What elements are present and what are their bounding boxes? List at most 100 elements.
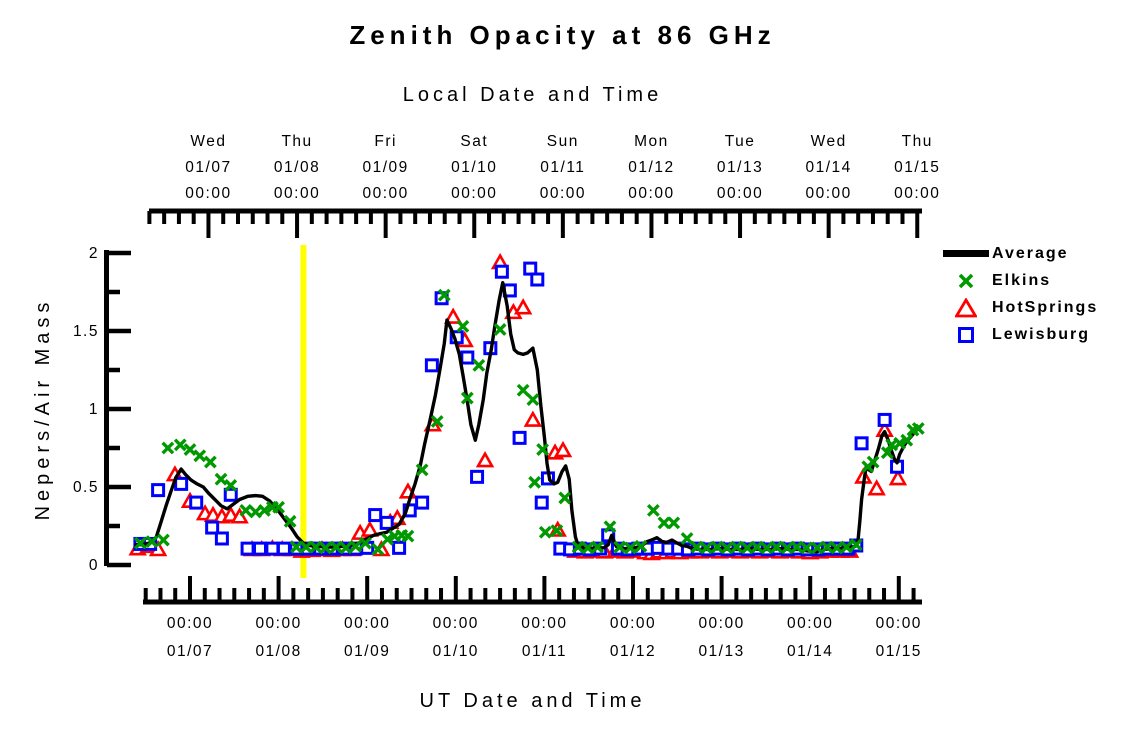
y-axis-minor-tick	[107, 445, 120, 451]
elkins-marker	[730, 540, 744, 554]
lewisburg-marker	[252, 541, 267, 556]
bottom-axis-ruler-minor-tick	[512, 588, 517, 602]
lewisburg-marker	[174, 476, 189, 491]
lewisburg-marker	[265, 541, 280, 556]
top-axis-ruler-minor-tick	[678, 211, 683, 224]
elkins-marker	[657, 516, 671, 530]
bottom-axis-ruler-major-tick	[542, 576, 547, 602]
top-axis-ruler-major-tick	[826, 211, 831, 238]
lewisburg-marker	[877, 412, 892, 427]
top-axis-ruler-major-tick	[206, 211, 211, 238]
elkins-marker	[849, 538, 863, 552]
top-axis-time-label: 00:00	[451, 185, 497, 202]
elkins-marker	[430, 415, 444, 428]
elkins-marker	[720, 541, 734, 555]
top-axis-ruler-minor-tick	[856, 211, 861, 224]
top-axis-ruler-minor-tick	[487, 211, 492, 224]
elkins-marker	[272, 500, 286, 514]
elkins-marker	[381, 532, 394, 546]
average-series-line	[134, 280, 922, 554]
legend-label-lewisburg: Lewisburg	[992, 325, 1091, 343]
legend-row-lewisburg: Lewisburg	[940, 321, 1125, 348]
y-tick-label: 0	[89, 557, 99, 574]
elkins-marker	[224, 479, 238, 492]
top-axis-day-label: Sat	[460, 133, 488, 150]
hotsprings-marker	[513, 298, 533, 315]
top-axis-ruler-major-tick	[295, 211, 300, 238]
bottom-axis-date-label: 01/11	[522, 643, 567, 660]
bottom-axis-ruler-minor-tick	[527, 588, 532, 602]
top-axis-ruler	[149, 208, 922, 214]
lewisburg-marker	[512, 430, 527, 445]
bottom-axis-ruler-minor-tick	[424, 588, 429, 602]
elkins-marker	[249, 505, 262, 519]
bottom-axis-ruler-minor-tick	[822, 588, 827, 602]
bottom-axis-ruler-minor-tick	[483, 588, 488, 602]
y-axis-minor-tick	[107, 289, 120, 295]
bottom-axis-ruler-minor-tick	[852, 588, 857, 602]
elkins-marker	[329, 540, 343, 554]
lewisburg-marker	[534, 495, 549, 510]
elkins-marker	[760, 541, 774, 555]
elkins-marker	[371, 542, 385, 556]
top-axis-time-label: 00:00	[806, 185, 852, 202]
bottom-axis-ruler-minor-tick	[350, 588, 355, 602]
top-axis-ruler-minor-tick	[324, 211, 329, 224]
hotsprings-marker	[888, 468, 908, 486]
top-axis-ruler-major-tick	[560, 211, 565, 238]
bottom-axis-time-label: 00:00	[787, 615, 833, 632]
top-axis-ruler-minor-tick	[782, 211, 787, 224]
elkins-marker	[193, 449, 207, 463]
elkins-marker	[690, 540, 704, 554]
y-axis-minor-tick	[107, 367, 120, 373]
elkins-marker	[893, 436, 907, 450]
top-axis-ruler-minor-tick	[354, 211, 359, 224]
lewisburg-marker	[523, 261, 538, 276]
elkins-marker	[800, 541, 814, 555]
elkins-marker	[173, 438, 187, 452]
legend-label-average: Average	[992, 244, 1069, 262]
lewisburg-marker	[379, 515, 394, 530]
y-axis-line	[104, 250, 109, 566]
lewisburg-marker	[223, 487, 238, 502]
elkins-marker	[770, 540, 783, 554]
bottom-axis-ruler-minor-tick	[763, 588, 768, 602]
top-axis-ruler-minor-tick	[413, 211, 418, 224]
hotsprings-triangle-marker-icon	[940, 297, 992, 318]
elkins-marker	[415, 463, 429, 477]
bottom-axis-ruler-minor-tick	[660, 588, 665, 602]
bottom-axis-ruler-minor-tick	[158, 588, 163, 602]
bottom-axis-time-label: 00:00	[521, 615, 567, 632]
elkins-marker	[349, 539, 363, 553]
y-axis-major-tick	[107, 250, 131, 256]
top-axis-ruler-minor-tick	[309, 211, 314, 224]
elkins-marker	[820, 540, 834, 554]
elkins-marker	[710, 540, 724, 554]
y-axis-major-tick	[107, 484, 131, 490]
legend-row-hotsprings: HotSprings	[940, 294, 1125, 321]
elkins-marker	[911, 422, 925, 435]
elkins-marker	[516, 383, 530, 397]
bottom-axis-ruler-minor-tick	[379, 588, 384, 602]
bottom-axis-ruler-major-tick	[453, 576, 458, 602]
lewisburg-marker	[189, 495, 204, 510]
bottom-axis-ruler-minor-tick	[247, 588, 252, 602]
top-axis-date-label: 01/14	[806, 159, 852, 176]
y-tick-label: 2	[89, 245, 99, 262]
top-axis-time-label: 00:00	[274, 185, 320, 202]
lewisburg-marker	[151, 483, 166, 498]
top-axis-day-label: Tue	[725, 133, 756, 150]
lewisburg-square-marker-icon	[940, 326, 992, 344]
elkins-marker	[646, 503, 660, 517]
bottom-axis-time-label: 00:00	[876, 615, 922, 632]
elkins-marker	[456, 319, 470, 333]
hotsprings-marker	[475, 451, 495, 468]
top-axis-ruler-minor-tick	[841, 211, 846, 224]
bottom-axis-ruler-minor-tick	[143, 588, 148, 602]
event-highlight-line	[300, 245, 307, 578]
top-axis-date-label: 01/08	[274, 159, 320, 176]
hotsprings-marker	[867, 479, 886, 496]
lewisburg-marker	[276, 541, 291, 556]
